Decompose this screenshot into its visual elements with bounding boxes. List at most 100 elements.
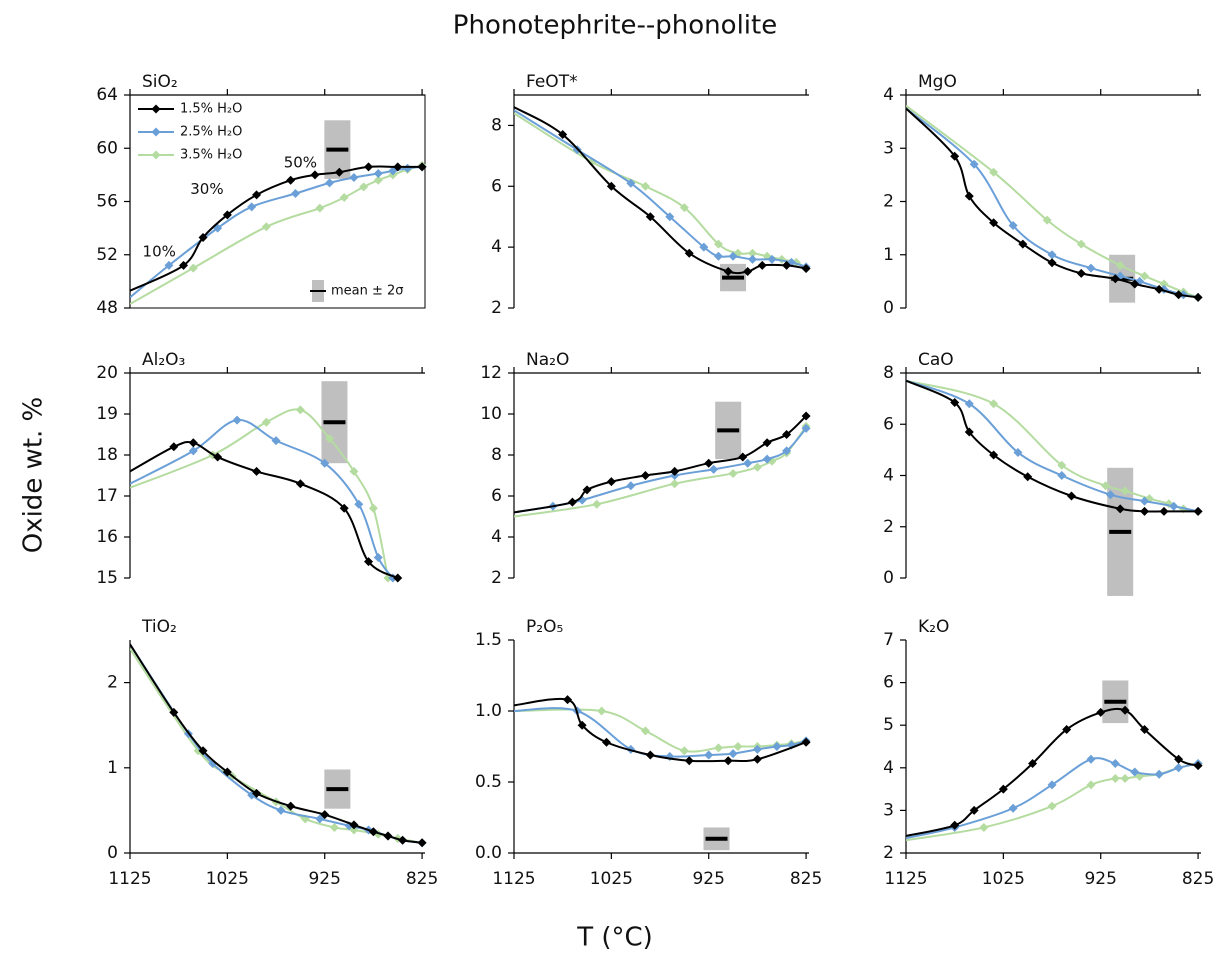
point — [752, 754, 762, 764]
point — [684, 756, 694, 766]
y-tick-label: 1.5 — [475, 630, 502, 650]
y-tick-label: 15 — [96, 568, 118, 588]
y-tick-label: 10 — [480, 404, 502, 424]
point — [339, 193, 349, 203]
y-tick-label: 4 — [883, 758, 894, 778]
point — [1008, 220, 1018, 230]
panel-title: TiO₂ — [141, 617, 177, 637]
series-line — [514, 427, 807, 514]
point — [1120, 773, 1130, 783]
point — [762, 438, 772, 448]
y-tick-label: 20 — [96, 363, 118, 383]
y-tick-label: 4 — [491, 237, 502, 257]
point — [1086, 263, 1096, 273]
point — [417, 838, 427, 848]
point — [232, 415, 242, 425]
point — [670, 466, 680, 476]
point — [577, 720, 587, 730]
y-tick-label: 6 — [491, 486, 502, 506]
point — [373, 169, 383, 179]
y-tick-label: 12 — [480, 363, 502, 383]
frame — [129, 94, 426, 309]
annotation: 50% — [284, 153, 317, 171]
point — [1042, 215, 1052, 225]
panel-title: FeOT* — [526, 72, 578, 92]
point — [1057, 460, 1067, 470]
point — [567, 497, 577, 507]
point — [665, 212, 675, 222]
point — [1062, 724, 1072, 734]
point — [782, 446, 792, 456]
y-tick-label: 2 — [491, 298, 502, 318]
panel-title: K₂O — [918, 617, 949, 637]
point — [1154, 769, 1164, 779]
point — [198, 232, 208, 242]
point — [597, 706, 607, 716]
point — [1193, 292, 1203, 302]
point — [295, 405, 305, 415]
point — [164, 260, 174, 270]
legend-label: mean ± 2σ — [331, 284, 404, 299]
point — [748, 254, 758, 264]
x-axis-label: T (°C) — [576, 923, 653, 953]
x-tick-label: 1025 — [206, 869, 249, 889]
point — [364, 162, 374, 172]
y-tick-label: 2 — [107, 673, 118, 693]
point — [1115, 260, 1125, 270]
y-tick-label: 5 — [883, 715, 894, 735]
panel: Al₂O₃ 15 16 17 18 19 20 — [96, 350, 425, 588]
point — [998, 784, 1008, 794]
point — [1008, 803, 1018, 813]
point — [762, 454, 772, 464]
y-tick-label: 16 — [96, 527, 118, 547]
point — [325, 178, 335, 188]
point — [684, 248, 694, 258]
point — [252, 788, 262, 798]
point — [738, 452, 748, 462]
y-tick-label: 48 — [96, 298, 118, 318]
point — [1140, 271, 1150, 281]
point — [767, 254, 777, 264]
point — [950, 151, 960, 161]
point — [1174, 754, 1184, 764]
point — [723, 266, 733, 276]
series-line — [906, 707, 1199, 837]
x-tick-label: 1125 — [884, 869, 927, 889]
point — [1174, 290, 1184, 300]
point — [349, 466, 359, 476]
point — [1023, 472, 1033, 482]
series-line — [514, 707, 807, 758]
point — [310, 170, 320, 180]
point — [291, 189, 301, 199]
point — [1140, 496, 1150, 506]
point — [1101, 481, 1111, 491]
point — [188, 438, 198, 448]
y-tick-label: 7 — [883, 630, 894, 650]
figure-title: Phonotephrite--phonolite — [453, 11, 777, 41]
point — [752, 462, 762, 472]
x-tick-label: 925 — [308, 869, 340, 889]
point — [1047, 258, 1057, 268]
y-tick-label: 6 — [491, 176, 502, 196]
series-line — [906, 757, 1199, 840]
point — [368, 827, 378, 837]
point — [752, 744, 762, 754]
panel-title: P₂O₅ — [526, 617, 563, 637]
x-tick-label: 925 — [1084, 869, 1116, 889]
point — [950, 820, 960, 830]
point — [989, 167, 999, 177]
y-tick-label: 4 — [491, 527, 502, 547]
series-line — [514, 708, 807, 753]
point — [1110, 759, 1120, 769]
point — [713, 251, 723, 261]
point — [1110, 274, 1120, 284]
series-line — [514, 425, 807, 518]
series-line — [514, 415, 807, 514]
point — [645, 212, 655, 222]
point — [1140, 506, 1150, 516]
point — [979, 822, 989, 832]
point — [743, 458, 753, 468]
x-tick-label: 1025 — [982, 869, 1025, 889]
y-tick-label: 1.0 — [475, 701, 502, 721]
series-line — [130, 164, 423, 305]
